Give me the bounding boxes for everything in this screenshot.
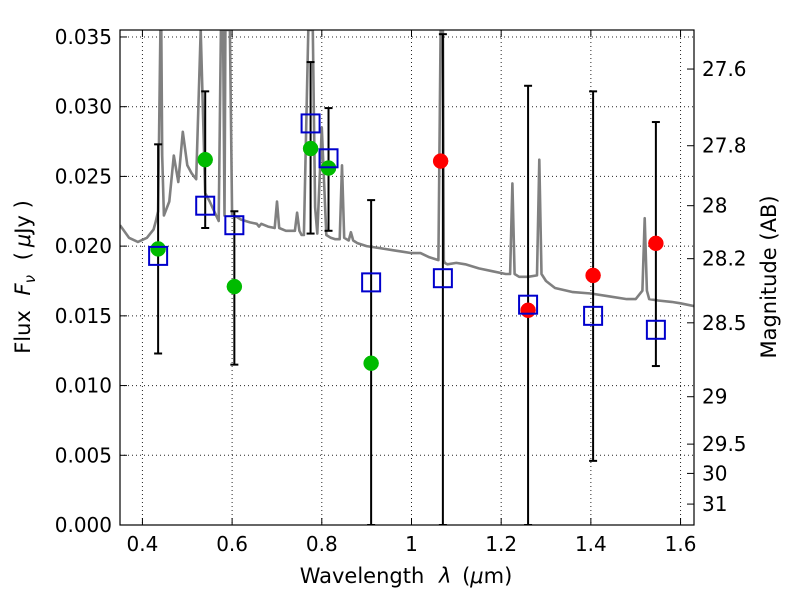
- y-tick-label: 0.000: [55, 513, 112, 537]
- axes: 0.4 0.6 0.8 1 1.2 1.4 1.6 0.000 0.005 0.010 0.015 0…: [55, 25, 747, 556]
- grid: [120, 30, 694, 525]
- red-point: [432, 153, 449, 169]
- x-axis-title: Wavelength λ (μm): [300, 564, 513, 588]
- y2-axis-title: Magnitude (AB): [757, 195, 781, 358]
- green-point: [150, 241, 166, 257]
- red-point: [648, 235, 664, 252]
- x-tick-label: 0.4: [127, 532, 159, 556]
- y2-tick-label: 29.5: [702, 432, 747, 456]
- y-tick-label: 0.030: [55, 95, 112, 119]
- y-tick-label: 0.010: [55, 374, 112, 398]
- blue-square: [518, 294, 539, 315]
- blue-square: [195, 195, 216, 216]
- green-point: [302, 140, 319, 157]
- blue-square: [645, 319, 666, 340]
- y2-tick-label: 29: [702, 385, 727, 409]
- blue-square: [224, 215, 245, 236]
- blue-square: [318, 148, 339, 169]
- red-point: [520, 302, 536, 319]
- y-axis-title: Flux Fν (μJy ): [11, 200, 40, 354]
- x-tick-label: 1.4: [575, 532, 607, 556]
- blue-square: [583, 305, 604, 326]
- green-point: [363, 355, 379, 372]
- x-tick-label: 1: [405, 532, 418, 556]
- x-tick-label: 0.8: [306, 532, 338, 556]
- plot-frame: [119, 29, 695, 526]
- y-tick-label: 0.020: [55, 234, 112, 258]
- plot-area: [120, 30, 694, 525]
- x-tick-label: 0.6: [216, 532, 248, 556]
- y2-tick-label: 28: [702, 194, 727, 218]
- y-tick-label: 0.025: [55, 164, 112, 188]
- y2-tick-label: 28.2: [702, 247, 747, 271]
- x-tick-label: 1.2: [485, 532, 517, 556]
- y-tick-label: 0.015: [55, 304, 112, 328]
- blue-square: [432, 268, 453, 289]
- y2-tick-label: 27.8: [702, 134, 747, 158]
- green-point: [226, 278, 243, 295]
- x-tick-label: 1.6: [665, 532, 697, 556]
- y2-tick-label: 27.6: [702, 57, 747, 81]
- blue-square: [148, 245, 169, 266]
- red-point: [585, 267, 601, 284]
- y2-tick-label: 28.5: [702, 311, 747, 335]
- blue-square: [300, 113, 321, 134]
- y-tick-label: 0.005: [55, 443, 112, 467]
- y2-tick-label: 31: [702, 492, 727, 516]
- spectrum-line: [120, 30, 694, 308]
- y-tick-label: 0.035: [55, 25, 112, 49]
- green-point: [197, 151, 213, 168]
- y2-tick-label: 30: [702, 461, 727, 485]
- blue-square: [361, 272, 382, 293]
